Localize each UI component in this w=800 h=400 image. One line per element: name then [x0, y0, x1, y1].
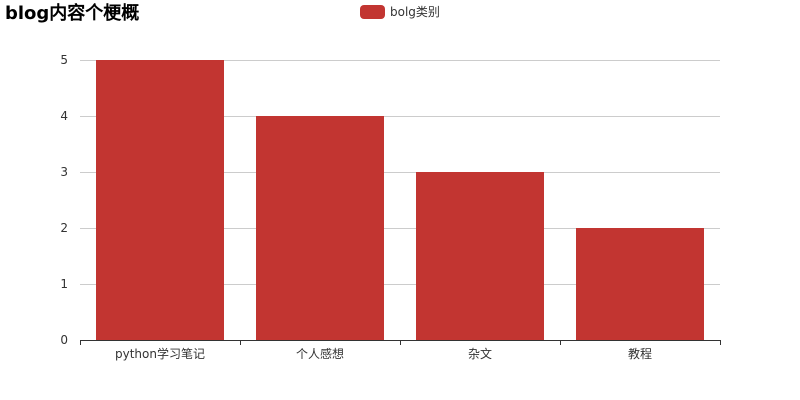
x-tick-label: 教程 [628, 346, 652, 361]
bar-杂文[interactable] [416, 172, 544, 340]
bars [96, 60, 704, 340]
y-tick-label: 0 [60, 333, 68, 347]
axes: 0 1 2 3 4 5 python学习笔记 个人感想 杂文 教程 [60, 53, 721, 361]
legend-label: bolg类别 [390, 5, 440, 19]
y-tick-label: 3 [60, 165, 68, 179]
chart-title: blog内容个梗概 [5, 3, 140, 24]
bar-个人感想[interactable] [256, 116, 384, 340]
bar-教程[interactable] [576, 228, 704, 340]
x-tick-label: 个人感想 [296, 346, 344, 361]
legend[interactable]: bolg类别 [360, 5, 440, 19]
x-tick-label: python学习笔记 [115, 346, 205, 361]
y-tick-label: 5 [60, 53, 68, 67]
x-tick-label: 杂文 [468, 346, 492, 361]
legend-swatch [360, 5, 385, 19]
y-tick-label: 2 [60, 221, 68, 235]
y-tick-label: 4 [60, 109, 68, 123]
bar-python学习笔记[interactable] [96, 60, 224, 340]
y-tick-label: 1 [60, 277, 68, 291]
